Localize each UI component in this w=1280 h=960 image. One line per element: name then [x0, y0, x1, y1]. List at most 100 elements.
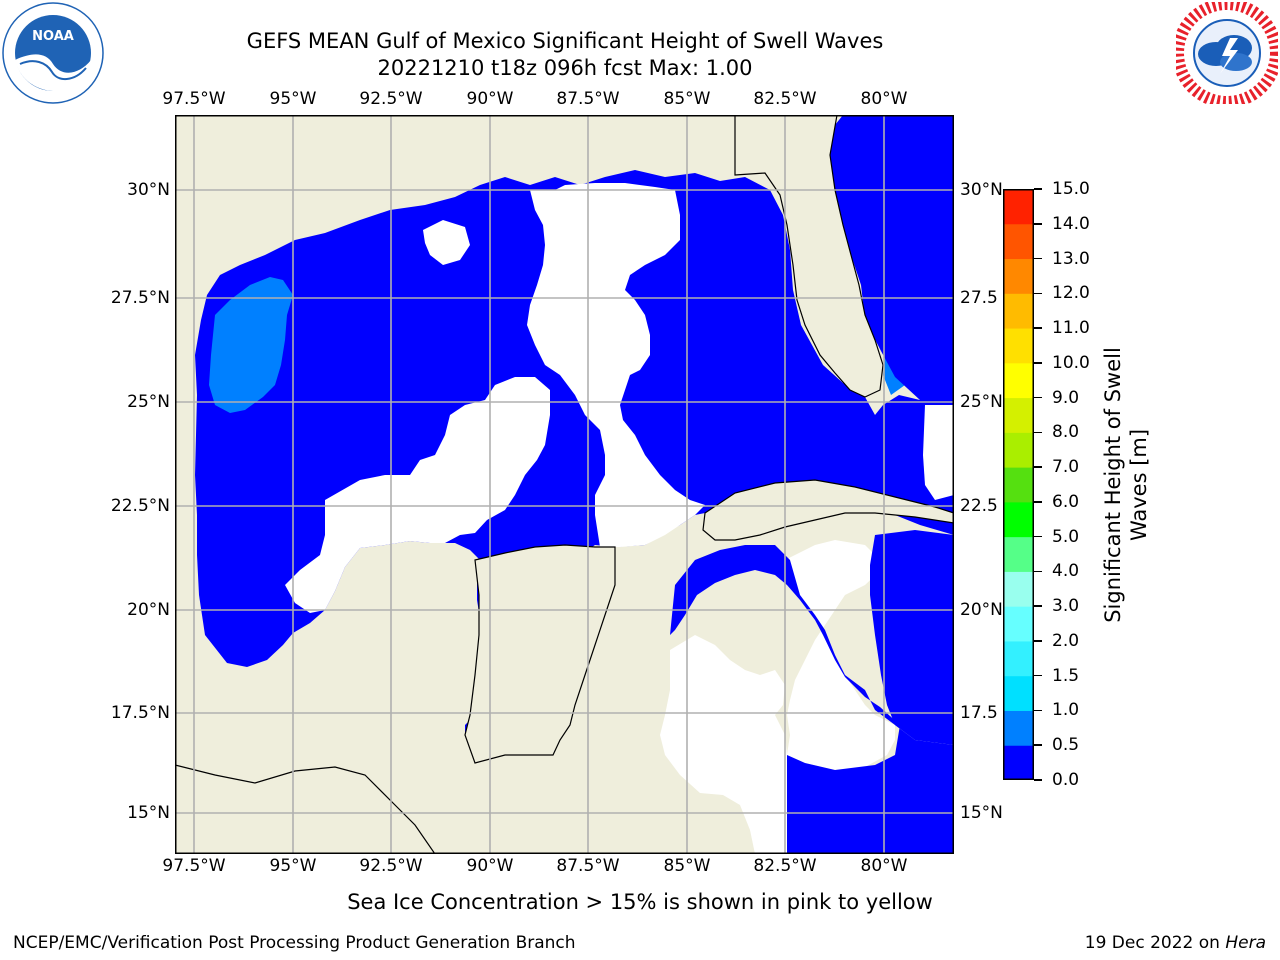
- yucatan-land: [464, 544, 616, 764]
- colorbar-tick-mark: [1034, 292, 1042, 295]
- lon-tick-top: 82.5°W: [753, 89, 817, 109]
- colorbar-tick-label: 10.0: [1052, 352, 1090, 373]
- no-swell-region-nw: [423, 220, 470, 265]
- colorbar-tick-label: 1.5: [1052, 665, 1080, 686]
- lon-tick-bottom: 80°W: [860, 856, 908, 876]
- colorbar-tick-mark: [1034, 640, 1042, 642]
- lon-tick-bottom: 97.5°W: [162, 856, 226, 876]
- colorbar-tick-label: 13.0: [1052, 248, 1090, 269]
- lat-tick-right: 17.5: [960, 703, 998, 723]
- colorbar-bin: [1003, 710, 1034, 746]
- colorbar-tick-label: 3.0: [1052, 596, 1080, 617]
- colorbar-bin: [1003, 745, 1034, 781]
- no-swell-region-east: [923, 405, 954, 500]
- colorbar-tick-label: 2.0: [1052, 630, 1080, 651]
- colorbar-tick-label: 0.0: [1052, 770, 1080, 790]
- colorbar-tick-label: 11.0: [1052, 318, 1090, 339]
- cuba-land: [702, 479, 955, 541]
- colorbar-tick-mark: [1034, 779, 1042, 781]
- lon-tick-bottom: 82.5°W: [753, 856, 817, 876]
- no-swell-region-central: [527, 183, 705, 547]
- colorbar-tick-mark: [1034, 327, 1042, 329]
- lat-tick-left: 22.5°N: [110, 496, 170, 516]
- colorbar-tick-label: 5.0: [1052, 526, 1080, 547]
- colorbar-frame: [1003, 189, 1034, 780]
- lat-tick-left: 20°N: [127, 600, 170, 620]
- colorbar-bin: [1003, 293, 1034, 329]
- map-subtitle: 20221210 t18z 096h fcst Max: 1.00: [377, 56, 753, 80]
- colorbar-bin: [1003, 675, 1034, 711]
- colorbar-bin: [1003, 189, 1034, 225]
- lon-tick-top: 87.5°W: [556, 89, 620, 109]
- swell-patch-western-gulf: [209, 277, 293, 413]
- colorbar-tick-label: 15.0: [1052, 179, 1090, 199]
- colorbar-tick-mark: [1034, 362, 1042, 364]
- colorbar-tick-mark: [1034, 570, 1042, 573]
- nws-logo: [1172, 0, 1280, 108]
- colorbar-bin: [1003, 223, 1034, 260]
- footer-branch: NCEP/EMC/Verification Post Processing Pr…: [13, 933, 576, 953]
- footer-date: 19 Dec 2022 on Hera: [1085, 933, 1266, 953]
- noaa-logo: NOAA: [2, 2, 104, 104]
- colorbar-bin: [1003, 362, 1034, 399]
- colorbar-bin: [1003, 640, 1034, 677]
- colorbar-tick-mark: [1034, 674, 1042, 677]
- colorbar-bin: [1003, 501, 1034, 538]
- colorbar-tick-label: 9.0: [1052, 387, 1080, 408]
- colorbar-tick-mark: [1034, 431, 1042, 434]
- colorbar-tick-label: 7.0: [1052, 457, 1080, 478]
- lon-tick-bottom: 95°W: [269, 856, 317, 876]
- caribbean-water-region: [670, 545, 954, 854]
- lon-tick-top: 95°W: [269, 89, 317, 109]
- lon-tick-bottom: 87.5°W: [556, 856, 620, 876]
- colorbar-tick-label: 12.0: [1052, 283, 1090, 304]
- lat-tick-left: 30°N: [127, 180, 170, 200]
- lon-tick-top: 85°W: [663, 89, 711, 109]
- colorbar-bin: [1003, 328, 1034, 364]
- map-frame: [175, 115, 954, 854]
- colorbar-tick-mark: [1034, 396, 1042, 399]
- atlantic-water-region: [830, 115, 954, 400]
- caribbean-east-region: [870, 530, 954, 745]
- colorbar-tick-mark: [1034, 257, 1042, 260]
- colorbar-tick-label: 0.5: [1052, 735, 1080, 756]
- colorbar-tick-label: 4.0: [1052, 561, 1080, 582]
- colorbar: [1003, 189, 1034, 781]
- lat-tick-right: 20°N: [960, 600, 1003, 620]
- lat-tick-left: 27.5°N: [110, 288, 170, 308]
- colorbar-bin: [1003, 536, 1034, 572]
- lat-tick-left: 15°N: [127, 803, 170, 823]
- footer-date-text: 19 Dec 2022 on: [1084, 933, 1226, 953]
- colorbar-label-line2: Waves [m]: [1127, 428, 1151, 542]
- colorbar-bin: [1003, 467, 1034, 503]
- colorbar-label-line1: Significant Height of Swell: [1101, 347, 1125, 623]
- lon-tick-top: 80°W: [860, 89, 908, 109]
- colorbar-tick-mark: [1034, 535, 1042, 538]
- colorbar-tick-mark: [1034, 223, 1042, 225]
- lat-tick-right: 25°N: [960, 392, 1003, 412]
- lon-tick-bottom: 85°W: [663, 856, 711, 876]
- colorbar-tick-mark: [1034, 605, 1042, 607]
- colorbar-tick-mark: [1034, 188, 1042, 190]
- no-swell-region-south: [660, 635, 787, 854]
- colorbar-tick-label: 1.0: [1052, 700, 1080, 721]
- colorbar-bin: [1003, 432, 1034, 468]
- colorbar-tick-mark: [1034, 501, 1042, 503]
- gulf-water-region: [195, 170, 954, 763]
- gulf-of-mexico-map: [174, 114, 955, 855]
- lon-tick-top: 92.5°W: [359, 89, 423, 109]
- map-title: GEFS MEAN Gulf of Mexico Significant Hei…: [246, 29, 884, 53]
- colorbar-tick-label: 6.0: [1052, 491, 1080, 512]
- lat-tick-right: 27.5: [960, 288, 998, 308]
- colorbar-bin: [1003, 606, 1034, 642]
- colorbar-bin: [1003, 397, 1034, 433]
- colorbar-bin: [1003, 571, 1034, 607]
- lat-tick-left: 17.5°N: [110, 703, 170, 723]
- lon-tick-bottom: 92.5°W: [359, 856, 423, 876]
- lat-tick-left: 25°N: [127, 392, 170, 412]
- florida-land: [734, 114, 884, 398]
- footer-machine: Hera: [1225, 933, 1266, 953]
- noaa-logo-text: NOAA: [32, 29, 74, 44]
- sea-ice-note: Sea Ice Concentration > 15% is shown in …: [347, 890, 933, 914]
- lon-tick-bottom: 90°W: [466, 856, 514, 876]
